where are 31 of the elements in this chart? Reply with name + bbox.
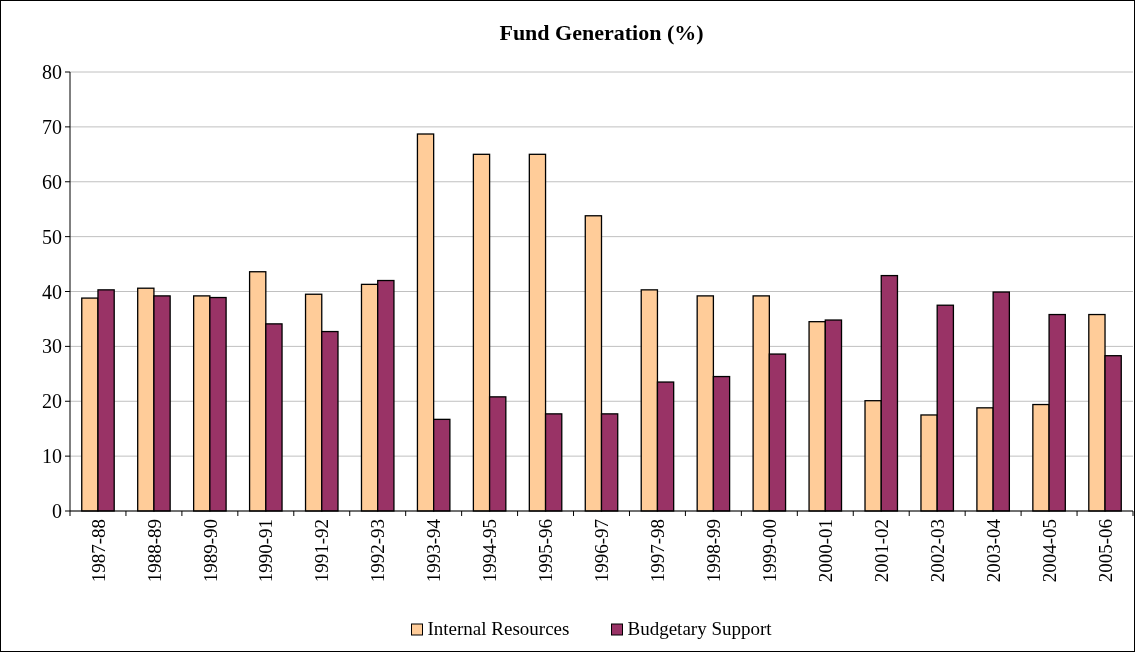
x-tick-label: 1996-97 — [591, 519, 613, 583]
x-tick-label: 1998-99 — [703, 519, 725, 583]
x-tick-label: 1995-96 — [535, 519, 557, 583]
legend-label: Budgetary Support — [627, 618, 773, 639]
x-tick-label: 1997-98 — [647, 519, 669, 583]
x-tick-label: 1999-00 — [758, 519, 780, 583]
x-tick-label: 1990-91 — [255, 519, 277, 583]
x-tick-label: 1992-93 — [367, 519, 389, 583]
y-tick-label: 10 — [42, 445, 62, 468]
x-tick-label: 2003-04 — [982, 518, 1004, 583]
y-tick-label: 30 — [42, 335, 62, 358]
x-tick-label: 1989-90 — [199, 519, 221, 583]
x-tick-label: 1993-94 — [423, 518, 445, 583]
x-tick-label: 2002-03 — [926, 519, 948, 583]
y-tick-label: 60 — [42, 170, 62, 193]
chart-title: Fund Generation (%) — [499, 20, 704, 45]
x-tick-label: 2004-05 — [1038, 519, 1060, 583]
x-tick-label: 2001-02 — [870, 519, 892, 583]
x-tick-label: 1991-92 — [311, 519, 333, 583]
y-tick-label: 20 — [42, 390, 62, 413]
legend-label: Internal Resources — [427, 618, 570, 639]
y-tick-label: 40 — [42, 280, 62, 303]
x-tick-label: 1994-95 — [479, 519, 501, 583]
y-tick-label: 50 — [42, 225, 62, 248]
y-tick-label: 80 — [42, 61, 62, 83]
y-tick-label: 0 — [52, 500, 62, 522]
x-tick-label: 2005-06 — [1094, 519, 1116, 583]
y-tick-label: 70 — [42, 115, 62, 138]
x-tick-label: 1987-88 — [87, 519, 109, 583]
x-tick-label: 1988-89 — [143, 519, 165, 583]
x-tick-label: 2000-01 — [814, 519, 836, 583]
